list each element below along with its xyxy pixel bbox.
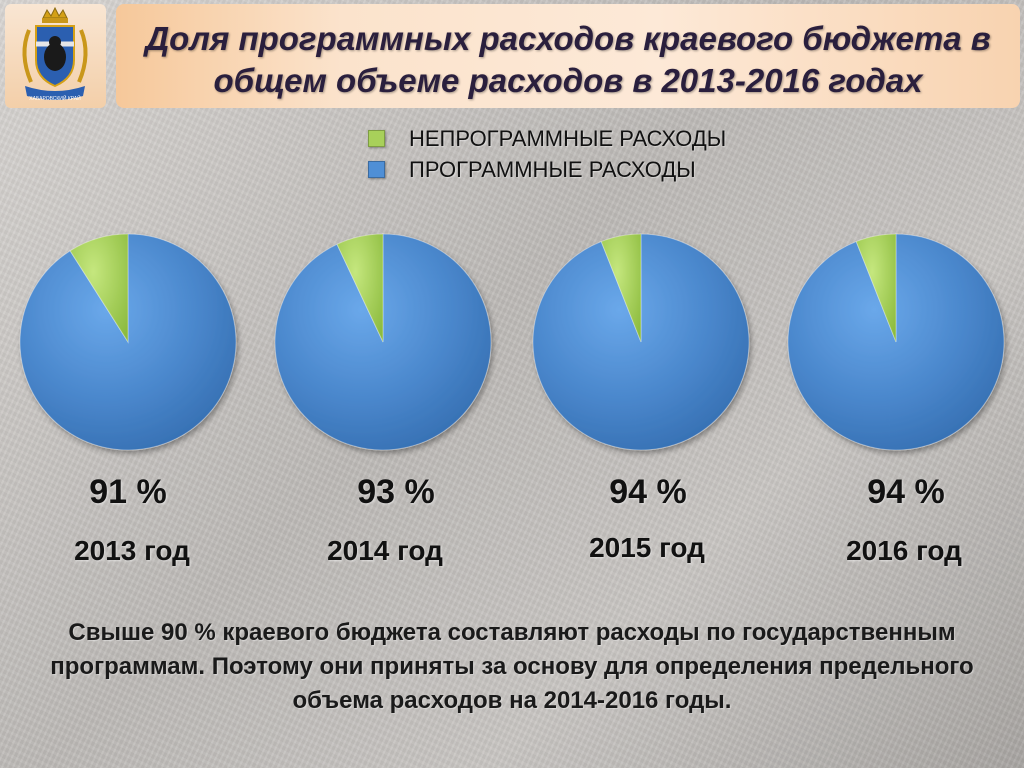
pie-percent-label-2016: 94 % <box>867 473 945 511</box>
pie-year-label-2014: 2014 год <box>327 535 443 566</box>
pie-2016 <box>787 233 1005 451</box>
pie-slice-nonprogram <box>855 233 897 343</box>
footnote-text: Свыше 90 % краевого бюджета составляют р… <box>50 619 974 714</box>
page-title: Доля программных расходов краевого бюдже… <box>145 20 991 99</box>
pie-slice-nonprogram <box>600 233 642 343</box>
pie-percent-label-2014: 93 % <box>357 473 435 511</box>
pie-year-label-2013: 2013 год <box>74 535 190 566</box>
pie-percent-label-2015: 94 % <box>609 473 687 511</box>
pie-slice-nonprogram <box>69 233 129 344</box>
legend-swatch-program <box>368 161 385 178</box>
pie-year-label-2016: 2016 год <box>846 535 962 566</box>
legend-label-program: ПРОГРАММНЫЕ РАСХОДЫ <box>409 156 696 182</box>
pie-slice-nonprogram <box>336 233 384 343</box>
emblem-box: ХАБАРОВСКИЙ КРАЙ <box>5 4 106 108</box>
emblem-caption: ХАБАРОВСКИЙ КРАЙ <box>29 94 81 102</box>
pie-2015 <box>532 233 750 451</box>
legend-item-program: ПРОГРАММНЫЕ РАСХОДЫ <box>368 154 726 185</box>
pie-2014 <box>274 233 492 451</box>
pie-percent-label-2013: 91 % <box>89 473 167 511</box>
legend-label-nonprogram: НЕПРОГРАММНЫЕ РАСХОДЫ <box>409 125 727 151</box>
chart-legend: НЕПРОГРАММНЫЕ РАСХОДЫ ПРОГРАММНЫЕ РАСХОД… <box>368 123 726 185</box>
khabarovsk-coat-of-arms-icon: ХАБАРОВСКИЙ КРАЙ <box>22 6 88 102</box>
legend-swatch-nonprogram <box>368 130 385 147</box>
title-banner <box>116 4 1020 108</box>
pie-year-label-2015: 2015 год <box>589 532 705 563</box>
pie-2013 <box>19 233 237 451</box>
legend-item-nonprogram: НЕПРОГРАММНЫЕ РАСХОДЫ <box>368 123 726 154</box>
